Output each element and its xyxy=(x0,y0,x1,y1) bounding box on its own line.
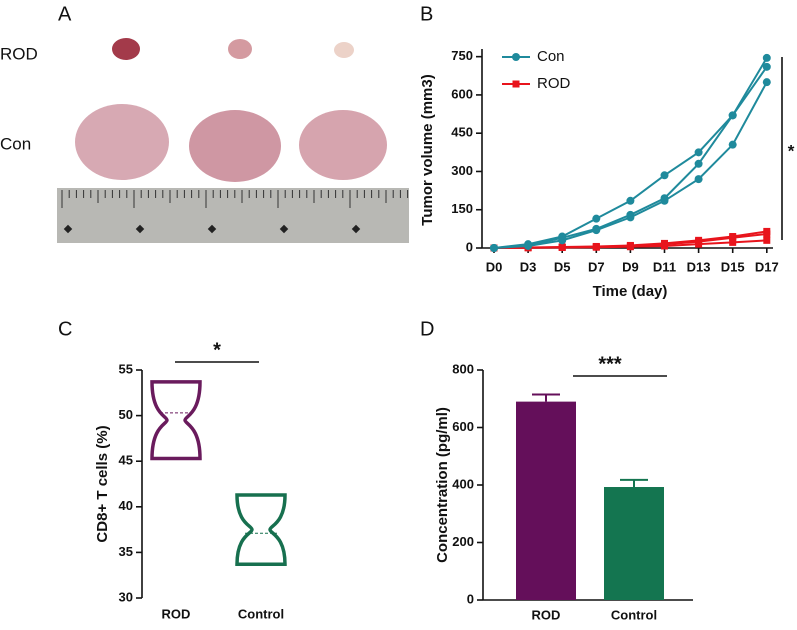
marker xyxy=(729,238,737,246)
marker xyxy=(695,240,703,248)
y-tick-label: 600 xyxy=(452,419,474,434)
y-axis-label: CD8+ T cells (%) xyxy=(94,425,111,542)
violin xyxy=(150,380,202,461)
y-tick-label: 30 xyxy=(119,589,133,604)
marker xyxy=(763,230,771,238)
x-tick-label: D15 xyxy=(721,259,745,274)
marker xyxy=(762,62,771,71)
ruler-mark xyxy=(351,224,361,234)
y-axis-label: Concentration (pg/ml) xyxy=(434,407,451,563)
tumor xyxy=(75,104,169,180)
row-label: ROD xyxy=(0,44,38,63)
bar xyxy=(516,401,576,600)
marker xyxy=(763,236,771,244)
marker xyxy=(694,175,703,184)
marker xyxy=(762,78,771,87)
significance: *** xyxy=(598,353,622,375)
y-tick-label: 750 xyxy=(451,48,473,63)
y-tick-label: 150 xyxy=(451,201,473,216)
y-tick-label: 0 xyxy=(466,239,473,254)
panel-label: C xyxy=(58,318,72,340)
ruler xyxy=(57,188,409,243)
line xyxy=(493,81,768,249)
marker xyxy=(524,241,533,250)
ruler-mark xyxy=(279,224,289,234)
marker xyxy=(558,243,566,251)
legend-marker xyxy=(512,80,520,88)
marker xyxy=(728,111,737,120)
y-tick-label: 0 xyxy=(467,591,474,606)
y-tick-label: 800 xyxy=(452,361,474,376)
y-tick-label: 450 xyxy=(451,125,473,140)
marker xyxy=(762,53,771,62)
y-axis-label: Tumor volume (mm3) xyxy=(419,74,436,225)
tumor xyxy=(334,42,354,58)
tumor xyxy=(228,39,252,59)
marker xyxy=(661,242,668,250)
y-tick-label: 600 xyxy=(451,86,473,101)
marker xyxy=(558,236,567,245)
legend-label: Con xyxy=(537,48,565,65)
marker xyxy=(592,226,601,235)
x-tick-label: D0 xyxy=(486,259,503,274)
marker xyxy=(694,159,703,168)
marker xyxy=(729,234,737,242)
tumor xyxy=(189,110,281,182)
tumor xyxy=(112,38,140,60)
y-tick-label: 55 xyxy=(119,361,133,376)
y-tick-label: 45 xyxy=(119,453,133,468)
tumor xyxy=(299,110,387,180)
marker xyxy=(728,140,737,149)
y-tick-label: 400 xyxy=(452,476,474,491)
marker xyxy=(694,148,703,157)
marker xyxy=(592,214,601,223)
marker xyxy=(490,244,498,252)
y-tick-label: 40 xyxy=(119,498,133,513)
ruler-mark xyxy=(135,224,145,234)
violin xyxy=(235,493,287,567)
ruler-mark xyxy=(207,224,217,234)
x-tick-label: D17 xyxy=(755,259,779,274)
x-tick-label: ROD xyxy=(162,606,191,621)
ruler-mark xyxy=(63,224,73,234)
ruler-ticks xyxy=(61,190,409,234)
marker xyxy=(660,171,669,180)
panel-label: D xyxy=(420,318,434,340)
marker xyxy=(592,243,600,251)
x-tick-label: Control xyxy=(238,606,284,621)
x-tick-label: D5 xyxy=(554,259,571,274)
marker xyxy=(626,196,635,205)
significance: * xyxy=(213,339,221,361)
marker xyxy=(626,213,635,222)
x-axis-label: Time (day) xyxy=(593,283,668,300)
row-label: Con xyxy=(0,134,31,153)
x-tick-label: D9 xyxy=(622,259,639,274)
y-tick-label: 50 xyxy=(119,407,133,422)
panel-label: B xyxy=(420,3,433,25)
x-tick-label: D13 xyxy=(687,259,711,274)
x-tick-label: Control xyxy=(611,607,657,622)
legend-label: ROD xyxy=(537,75,571,92)
bar xyxy=(604,487,664,600)
y-tick-label: 35 xyxy=(119,544,133,559)
x-tick-label: D7 xyxy=(588,259,605,274)
x-tick-label: D3 xyxy=(520,259,537,274)
y-tick-label: 300 xyxy=(451,163,473,178)
x-tick-label: ROD xyxy=(532,607,561,622)
panel-label: A xyxy=(58,3,72,25)
x-tick-label: D11 xyxy=(653,259,676,274)
significance: * xyxy=(788,141,795,160)
y-tick-label: 200 xyxy=(452,534,474,549)
marker xyxy=(626,243,634,251)
legend-marker xyxy=(512,53,520,61)
photo xyxy=(55,30,415,245)
marker xyxy=(660,196,669,205)
